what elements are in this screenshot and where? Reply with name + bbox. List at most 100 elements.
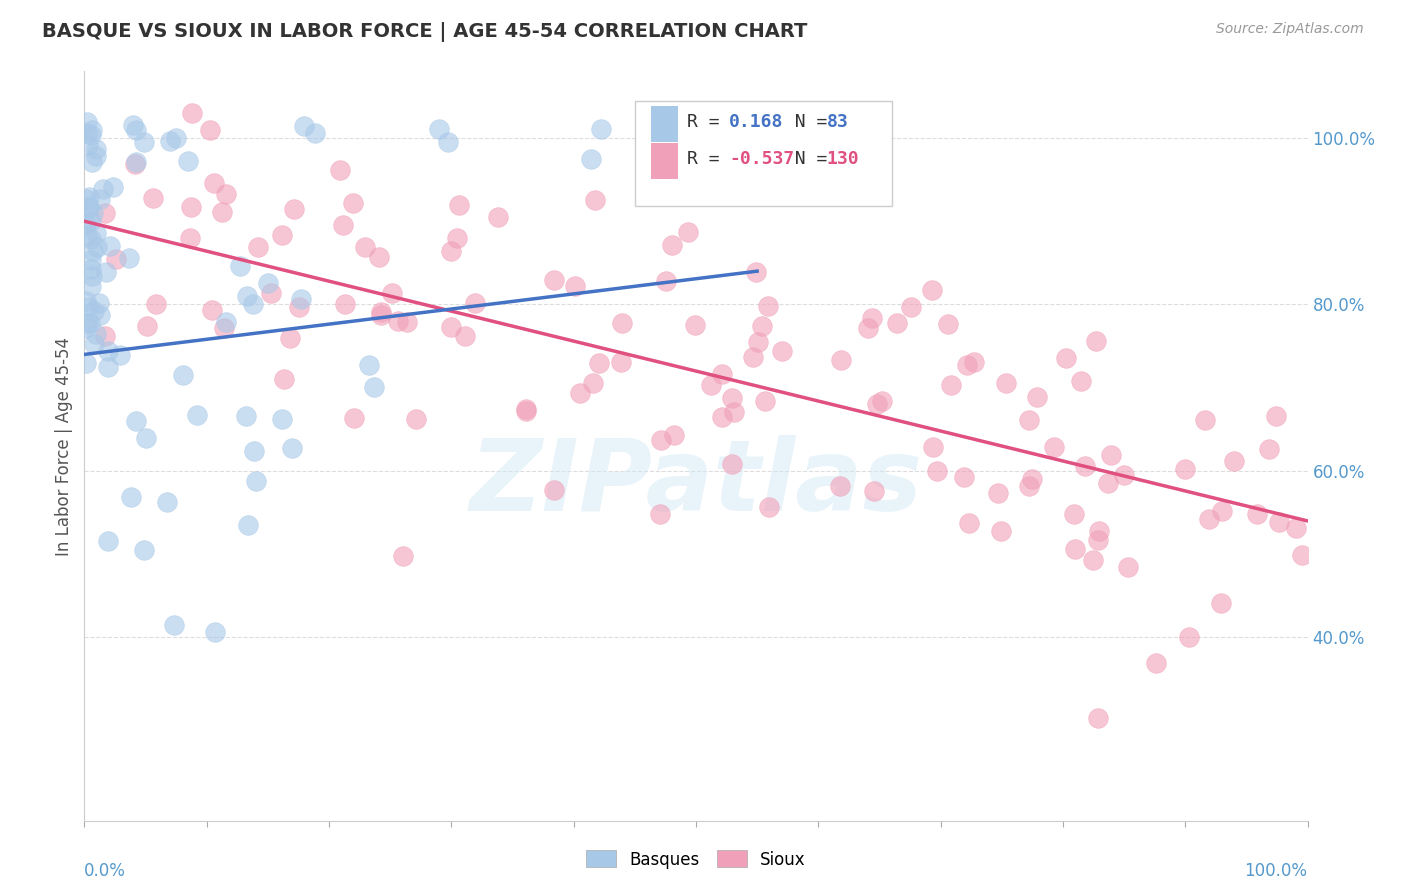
Point xyxy=(1025,390,1047,404)
Point xyxy=(582,376,605,390)
Point xyxy=(564,279,586,293)
Point xyxy=(391,549,413,563)
Point xyxy=(612,316,634,330)
Point xyxy=(80,128,103,142)
Text: R =: R = xyxy=(688,112,731,130)
Point xyxy=(1074,459,1097,474)
Point xyxy=(758,500,780,514)
Point xyxy=(1285,521,1308,535)
Text: R =: R = xyxy=(688,150,731,168)
Point xyxy=(80,252,103,267)
Point xyxy=(995,376,1018,391)
Point xyxy=(77,300,100,314)
Text: BASQUE VS SIOUX IN LABOR FORCE | AGE 45-54 CORRELATION CHART: BASQUE VS SIOUX IN LABOR FORCE | AGE 45-… xyxy=(42,22,807,42)
Point xyxy=(82,244,104,258)
Point xyxy=(354,240,377,254)
Point xyxy=(860,310,883,325)
Point xyxy=(91,182,114,196)
Point xyxy=(242,297,264,311)
Point xyxy=(84,149,107,163)
Point xyxy=(79,316,101,330)
Point xyxy=(125,122,148,136)
Point xyxy=(437,135,460,149)
Legend: Basques, Sioux: Basques, Sioux xyxy=(586,850,806,869)
Point xyxy=(588,356,610,370)
Point xyxy=(290,292,312,306)
Point xyxy=(202,176,225,190)
Text: N =: N = xyxy=(773,150,838,168)
Point xyxy=(1246,507,1268,521)
Point xyxy=(439,244,461,259)
Point xyxy=(1211,504,1233,518)
Point xyxy=(75,217,97,231)
Point xyxy=(723,405,745,419)
Point xyxy=(405,411,427,425)
Point xyxy=(515,401,537,416)
Point xyxy=(962,355,984,369)
Point xyxy=(142,191,165,205)
Point xyxy=(75,356,97,370)
Bar xyxy=(651,144,678,179)
Point xyxy=(1088,524,1111,538)
Point xyxy=(120,490,142,504)
Point xyxy=(177,153,200,168)
Point xyxy=(97,343,120,358)
Point xyxy=(135,431,157,445)
Point xyxy=(939,378,962,392)
Point xyxy=(163,618,186,632)
Point xyxy=(89,192,111,206)
Point xyxy=(370,309,392,323)
Point xyxy=(363,379,385,393)
Point xyxy=(257,277,280,291)
Point xyxy=(1211,597,1233,611)
Point xyxy=(711,410,734,425)
Point xyxy=(957,516,980,531)
Point xyxy=(93,329,115,343)
Point xyxy=(1099,448,1122,462)
Point xyxy=(335,297,357,311)
Point xyxy=(925,464,948,478)
Point xyxy=(97,533,120,548)
Point xyxy=(900,300,922,314)
Point xyxy=(159,134,181,148)
Point xyxy=(1194,413,1216,427)
Point xyxy=(1223,454,1246,468)
Point xyxy=(661,238,683,252)
Point xyxy=(80,214,103,228)
Point xyxy=(228,260,250,274)
Point xyxy=(1097,475,1119,490)
Point xyxy=(86,226,108,240)
Point xyxy=(956,359,979,373)
Point xyxy=(1087,533,1109,548)
Point xyxy=(754,394,776,409)
Point xyxy=(288,301,311,315)
Point xyxy=(101,180,124,194)
Point xyxy=(136,318,159,333)
Point xyxy=(89,308,111,322)
Point xyxy=(172,368,194,383)
Point xyxy=(1054,351,1077,366)
Point xyxy=(790,146,813,161)
Point xyxy=(447,198,470,212)
Point xyxy=(86,240,108,254)
Point xyxy=(742,350,765,364)
Point xyxy=(569,385,592,400)
Text: 100.0%: 100.0% xyxy=(1244,862,1308,880)
Point xyxy=(662,428,685,442)
Text: 83: 83 xyxy=(827,112,849,130)
Point xyxy=(214,320,236,334)
Point xyxy=(98,239,121,253)
Point xyxy=(215,186,238,201)
Point xyxy=(82,206,104,220)
Point xyxy=(866,397,889,411)
Point xyxy=(273,372,295,386)
Point xyxy=(201,303,224,318)
Point xyxy=(676,225,699,239)
Point xyxy=(770,343,793,358)
Point xyxy=(281,441,304,455)
Point xyxy=(381,285,404,300)
Point xyxy=(751,318,773,333)
Point xyxy=(80,268,103,283)
Point xyxy=(395,315,418,329)
Point xyxy=(830,353,852,368)
